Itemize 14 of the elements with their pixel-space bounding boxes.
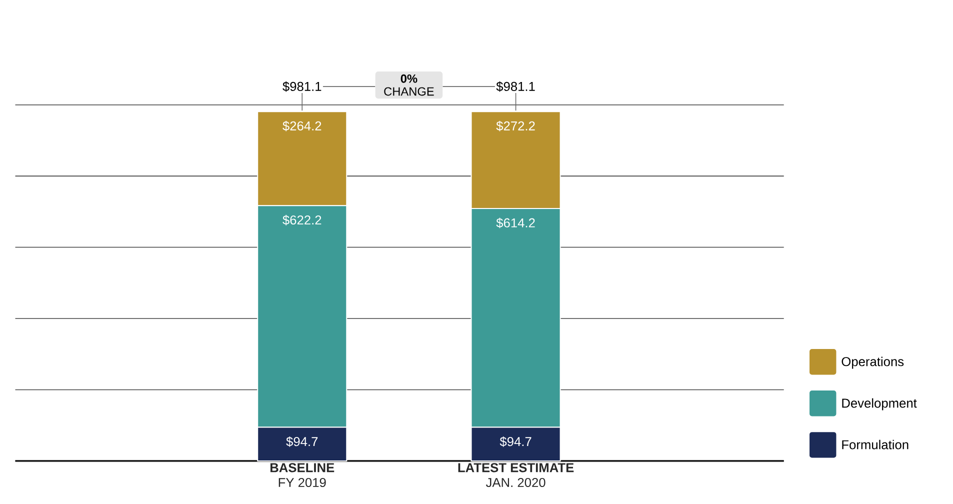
data-label: $94.7 — [500, 436, 532, 447]
text: 0% CHANGE — [384, 74, 434, 96]
total-label: $981.1 — [496, 81, 535, 92]
x-tick-label: LATEST ESTIMATE JAN. 2020 — [458, 462, 574, 487]
legend-label: Development — [842, 398, 917, 410]
data-label: $622.2 — [282, 214, 322, 226]
data-label: $94.7 — [286, 436, 318, 447]
legend-label: Formulation — [842, 440, 908, 450]
legend-label: Operations — [842, 356, 904, 369]
data-label: $614.2 — [496, 218, 535, 228]
total-label: $981.1 — [282, 81, 322, 92]
data-label: $264.2 — [282, 120, 322, 132]
data-label: $272.2 — [496, 120, 535, 132]
x-tick-label: BASELINE FY 2019 — [270, 462, 334, 487]
